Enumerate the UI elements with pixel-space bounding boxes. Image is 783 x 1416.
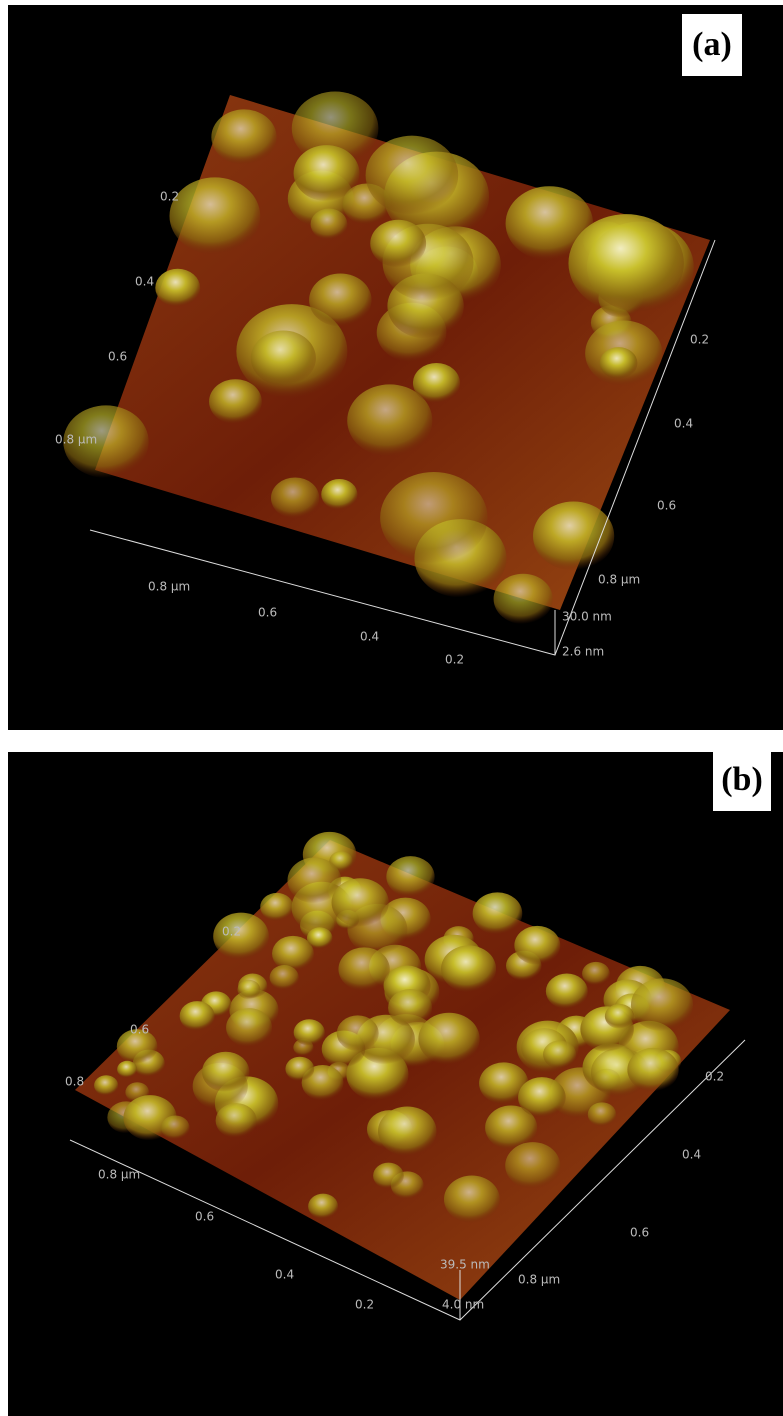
surface-peak [202,1051,250,1092]
surface-peak [378,1106,437,1157]
surface-peak [543,1040,577,1069]
surface-peak [306,927,333,949]
surface-peak [380,472,488,564]
axis-tick-label: 0.8 µm [148,580,190,594]
axis-tick-label: 0.8 µm [518,1273,560,1287]
axis-tick-label: 30.0 nm [562,610,612,624]
surface-peak [338,947,390,992]
surface-peak [179,1001,215,1031]
axis-tick-label: 39.5 nm [440,1258,490,1272]
surface-peak [412,362,460,403]
surface-peak [270,477,320,519]
surface-peak [237,979,261,1000]
axis-tick-label: 0.8 µm [98,1168,140,1182]
surface-peak [215,1103,257,1139]
surface-peak [213,912,269,960]
surface-peak [545,973,588,1010]
axis-tick-label: 0.2 [222,925,241,939]
surface-peak [627,1047,679,1092]
surface-peak [443,1175,500,1223]
axis-tick-label: 0.6 [195,1210,214,1224]
axis-tick-label: 0.4 [275,1268,294,1282]
surface-peak [479,1062,529,1105]
surface-peak [117,1060,138,1078]
panel-label-box [682,14,742,76]
surface-peak [388,989,433,1027]
axis-tick-label: 0.8 µm [598,573,640,587]
axis-tick-label: 0.6 [130,1023,149,1037]
axis-tick-label: 0.6 [630,1226,649,1240]
axis-tick-label: 0.8 µm [55,433,97,447]
surface-peak [347,384,433,457]
surface-peak [272,935,314,972]
axis-tick-label: 2.6 nm [562,645,604,659]
axis-tick-label: 0.4 [360,630,379,644]
surface-peak [472,892,523,935]
axis-tick-label: 0.2 [690,333,709,347]
surface-peak [604,1003,634,1029]
surface-peak [568,214,684,313]
surface-peak [386,856,435,898]
surface-peak [63,405,149,478]
surface-peak [493,573,553,625]
surface-peak [587,1102,617,1127]
surface-peak [373,1162,404,1189]
surface-peak [331,878,389,927]
surface-peak [293,145,360,202]
surface-peak [209,379,262,425]
surface-peak [211,109,277,165]
axis-tick-label: 0.6 [258,606,277,620]
surface-peak [293,1019,325,1046]
surface-peak [285,1056,315,1082]
surface-peak [308,1193,339,1220]
surface-peak [155,268,201,307]
axis-tick-label: 4.0 nm [442,1298,484,1312]
surface-peak [321,478,358,510]
surface-peak [518,1077,566,1118]
surface-peak [485,1105,538,1150]
surface-peak [226,1008,273,1048]
surface-peak [260,892,294,922]
surface-peak [532,501,615,571]
axis-tick-label: 0.2 [705,1070,724,1084]
surface-peak [310,208,348,240]
surface-peak [630,978,694,1032]
panel-label: (b) [721,761,763,798]
axis-tick-label: 0.4 [674,417,693,431]
surface-peak [160,1115,190,1140]
axis-tick-label: 0.2 [355,1298,374,1312]
surface-peak [582,961,610,986]
panel-label-box [713,749,771,811]
surface-peak [291,91,379,166]
surface-peak [441,945,497,993]
surface-peak [514,925,561,965]
surface-peak [336,1015,379,1052]
axis-tick-label: 0.4 [682,1148,701,1162]
surface-peak [94,1075,119,1096]
surface-peak [287,857,342,904]
surface-peak [370,219,427,268]
surface-peak [309,273,372,327]
axis-tick-label: 0.6 [657,499,676,513]
surface-peak [505,1142,561,1189]
axis-tick-label: 0.6 [108,350,127,364]
surface-peak [250,330,316,386]
panel-label: (a) [692,26,732,63]
surface-peak [505,186,594,261]
surface-peak [599,347,638,380]
surface-peak [169,177,261,255]
surface-peak [418,1012,480,1065]
surface-peak [269,965,299,990]
axis-tick-label: 0.2 [160,190,179,204]
axis-tick-label: 0.2 [445,653,464,667]
axis-tick-label: 0.4 [135,275,154,289]
surface-peak [116,1029,158,1064]
surface-peak [365,135,459,215]
axis-tick-label: 0.8 [65,1075,84,1089]
